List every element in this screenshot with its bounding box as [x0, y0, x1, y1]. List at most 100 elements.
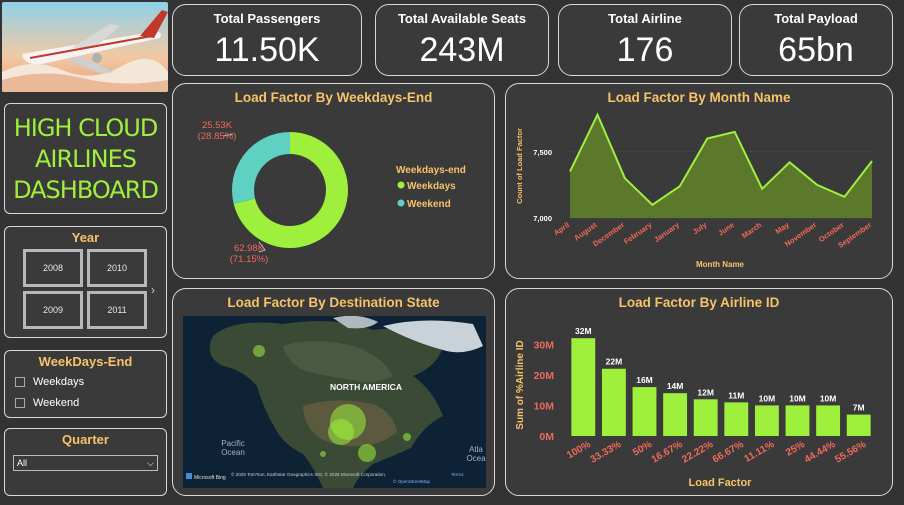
- bar[interactable]: [571, 338, 596, 436]
- map-bubble[interactable]: [358, 444, 376, 462]
- map-title: Load Factor By Destination State: [227, 295, 440, 310]
- bar[interactable]: [846, 414, 871, 436]
- legend-dot-weekdays: [397, 181, 405, 189]
- bar[interactable]: [601, 368, 626, 436]
- map-bubble[interactable]: [403, 433, 411, 441]
- bar-value-label: 16M: [636, 375, 653, 385]
- area-line: [569, 112, 873, 207]
- donut-label-value-weekend: 25.53K: [202, 120, 233, 131]
- bar-value-label: 10M: [789, 393, 806, 403]
- chevron-down-icon: ⌵: [147, 457, 154, 468]
- map-canvas[interactable]: NORTH AMERICA Pacific Ocean Atla Ocea © 20…: [183, 316, 486, 488]
- kpi-value: 65bn: [778, 31, 854, 69]
- x-tick-label: February: [622, 220, 654, 246]
- weekdays-checkbox-label: Weekdays: [33, 376, 85, 388]
- donut-slice-weekend[interactable]: [232, 132, 290, 204]
- bar-value-label: 22M: [606, 357, 623, 367]
- map-bubble[interactable]: [328, 419, 354, 445]
- year-option-2010[interactable]: 2010: [87, 249, 147, 287]
- y-tick-label: 7,000: [533, 214, 552, 223]
- checkbox-icon: [15, 377, 25, 387]
- x-tick-label: July: [691, 220, 709, 236]
- month-chart-panel: Load Factor By Month Name 7,000 7,500 Apr…: [505, 83, 893, 279]
- bar-value-label: 11M: [728, 390, 744, 400]
- kpi-title: Total Payload: [774, 11, 858, 26]
- dashboard-title-line-1: HIGH CLOUD: [13, 114, 159, 142]
- bar-value-label: 10M: [820, 393, 837, 403]
- bar[interactable]: [754, 405, 779, 436]
- bar-chart-ylabel: Sum of %Airline ID: [515, 340, 526, 429]
- bar[interactable]: [632, 387, 657, 436]
- map-bubble[interactable]: [320, 451, 326, 457]
- legend-dot-weekend: [397, 199, 405, 207]
- donut-legend-weekdays[interactable]: Weekdays: [407, 181, 456, 192]
- year-option-2011[interactable]: 2011: [87, 291, 147, 329]
- x-tick-label: 33.33%: [589, 439, 624, 466]
- x-tick-label: 66.67%: [711, 439, 746, 466]
- weekend-checkbox[interactable]: Weekend: [15, 397, 79, 409]
- satellite-map: NORTH AMERICA Pacific Ocean Atla Ocea © 20…: [183, 316, 486, 488]
- bar[interactable]: [785, 405, 810, 436]
- year-option-2009[interactable]: 2009: [23, 291, 83, 329]
- bar-value-label: 10M: [759, 393, 776, 403]
- x-tick-label: 16.67%: [650, 439, 685, 466]
- x-tick-label: May: [774, 220, 792, 236]
- bar[interactable]: [816, 405, 841, 436]
- airplane-banner: [2, 2, 168, 92]
- bar-value-label: 12M: [697, 387, 714, 397]
- bar[interactable]: [693, 399, 718, 436]
- y-tick-label: 20M: [534, 370, 555, 382]
- dashboard-title-card: HIGH CLOUD AIRLINES DASHBOARD: [4, 103, 167, 214]
- kpi-card-total-available-seats: Total Available Seats 243M: [375, 4, 549, 76]
- x-tick-label: April: [552, 220, 571, 237]
- month-chart-ylabel: Count of Load Factor: [515, 128, 524, 204]
- x-tick-label: 22.22%: [680, 439, 715, 466]
- donut-chart: 25.53K (28.85%) 62.98K (71.15%) Weekdays…: [198, 120, 466, 265]
- map-bing-label: Microsoft Bing: [194, 475, 226, 481]
- quarter-slicer: Quarter All ⌵: [4, 428, 167, 496]
- map-attribution: © 2025 TomTom, Earthstar Geographics SIO…: [231, 471, 386, 477]
- year-option-2008[interactable]: 2008: [23, 249, 83, 287]
- donut-label-value-weekdays: 62.98K: [234, 243, 265, 254]
- x-tick-label: January: [652, 220, 681, 244]
- kpi-card-total-payload: Total Payload 65bn: [739, 4, 893, 76]
- map-bubble[interactable]: [253, 345, 265, 357]
- donut-legend-weekend[interactable]: Weekend: [407, 199, 451, 210]
- x-tick-label: 55.56%: [833, 439, 868, 466]
- airline-bar-chart: 0M 10M 20M 30M 32M 22M 16M 14M 12M 11M 10M 10M 10M 7…: [515, 326, 871, 489]
- bing-logo-icon: [186, 473, 192, 479]
- donut-slice-weekdays[interactable]: [233, 132, 348, 248]
- bar-chart-xlabel: Load Factor: [689, 477, 753, 489]
- label-leader-line: [222, 133, 266, 253]
- weekdays-slicer-label: WeekDays-End: [38, 354, 133, 369]
- kpi-value: 243M: [419, 31, 505, 69]
- dashboard-title-line-3: DASHBOARD: [13, 176, 159, 204]
- checkbox-icon: [15, 398, 25, 408]
- kpi-title: Total Airline: [608, 11, 682, 26]
- airline-bar-chart-title: Load Factor By Airline ID: [618, 295, 780, 310]
- kpi-card-total-passengers: Total Passengers 11.50K: [172, 4, 362, 76]
- bar-value-label: 32M: [575, 326, 592, 336]
- kpi-title: Total Available Seats: [397, 11, 527, 26]
- donut-chart-title: Load Factor By Weekdays-End: [234, 90, 433, 105]
- map-label-north-america: NORTH AMERICA: [330, 382, 402, 392]
- map-label-atlantic: Atla Ocea: [466, 445, 486, 463]
- bar-value-label: 7M: [853, 403, 865, 413]
- donut-legend-title: Weekdays-end: [396, 165, 466, 176]
- bar[interactable]: [724, 402, 749, 436]
- chevron-right-icon[interactable]: ›: [151, 283, 155, 297]
- x-tick-label: 11.11%: [742, 439, 776, 465]
- y-tick-label: 10M: [534, 400, 555, 412]
- quarter-dropdown[interactable]: All ⌵: [13, 455, 158, 471]
- weekdays-checkbox[interactable]: Weekdays: [15, 376, 84, 388]
- map-terms-link[interactable]: Terms: [451, 472, 464, 477]
- year-slicer: Year 2008 2010 2009 2011 ›: [4, 226, 167, 338]
- map-osm-link[interactable]: © OpenStreetMap: [393, 478, 431, 484]
- map-panel: Load Factor By Destination State NORTH A…: [172, 288, 495, 496]
- bar[interactable]: [663, 393, 688, 436]
- dashboard-title-line-2: AIRLINES: [35, 145, 137, 173]
- y-tick-label: 30M: [534, 339, 555, 351]
- weekend-checkbox-label: Weekend: [33, 397, 80, 409]
- map-label-pacific: Pacific Ocean: [221, 439, 245, 457]
- donut-label-pct-weekdays: (71.15%): [230, 254, 269, 265]
